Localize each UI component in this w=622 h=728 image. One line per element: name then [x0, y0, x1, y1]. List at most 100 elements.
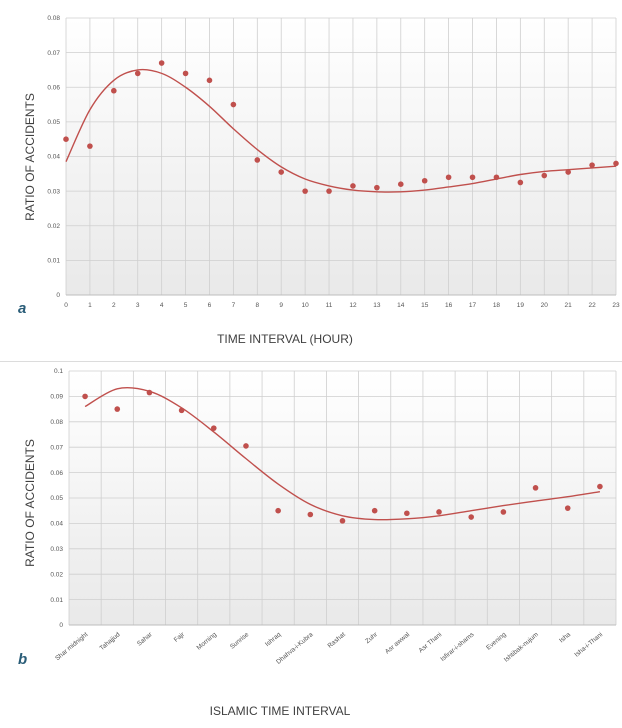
data-point — [436, 509, 442, 515]
x-tick-label: 5 — [184, 302, 188, 309]
chart-panel-b: 0 0.01 0.02 0.03 0.04 0.05 0.06 0.07 0.08 0.09 0.1… — [0, 362, 622, 723]
x-tick-label: 0 — [64, 302, 68, 309]
x-tick-label: Evening — [485, 631, 508, 652]
y-tick-label: 0.07 — [50, 444, 63, 451]
x-tick-label: 12 — [349, 302, 357, 309]
y-tick-label: 0.07 — [47, 50, 60, 57]
data-point — [374, 184, 380, 191]
data-point — [82, 393, 88, 400]
data-point — [63, 136, 69, 142]
data-point — [469, 174, 476, 181]
chart-panel-a: 0 0.01 0.02 0.03 0.04 0.05 0.06 0.07 0.08 0 1 2 3 4 5 6… — [0, 0, 622, 362]
data-point — [339, 518, 346, 524]
x-tick-label: Isfirar-i-shams — [439, 631, 476, 663]
data-point — [565, 169, 571, 175]
y-axis-title: RATIO OF ACCIDENTS — [23, 439, 37, 567]
x-tick-label: 18 — [493, 302, 501, 309]
chart-b-svg: 0 0.01 0.02 0.03 0.04 0.05 0.06 0.07 0.08 0.09 0.1… — [18, 368, 617, 718]
y-tick-label: 0.04 — [47, 154, 60, 161]
x-tick-label: 22 — [588, 302, 596, 309]
x-tick-label: 17 — [469, 302, 477, 309]
data-point — [230, 101, 237, 108]
x-tick-label: Fajr — [173, 631, 187, 644]
panel-label: a — [18, 300, 26, 317]
data-point — [350, 183, 356, 189]
x-tick-label: 1 — [88, 302, 92, 309]
x-tick-label: Sunrise — [229, 631, 251, 651]
x-tick-label: Sahar — [136, 631, 154, 648]
y-tick-label: 0.06 — [50, 470, 63, 477]
data-point — [564, 505, 571, 511]
data-point — [541, 172, 548, 179]
x-tick-label: 13 — [373, 302, 381, 309]
data-point — [275, 507, 281, 514]
data-point — [597, 483, 603, 490]
x-tick-label: Ishraq — [264, 631, 283, 648]
data-point — [210, 425, 217, 431]
y-tick-label: 0.04 — [50, 521, 63, 528]
x-tick-label: Isha — [558, 631, 572, 645]
y-tick-label: 0.01 — [50, 597, 63, 604]
y-tick-label: 0.08 — [47, 15, 60, 22]
data-point — [532, 485, 539, 491]
x-tick-label: 10 — [302, 302, 310, 309]
y-tick-label: 0.03 — [50, 546, 63, 553]
data-point — [254, 157, 261, 163]
y-tick-label: 0 — [59, 622, 63, 629]
data-point — [468, 514, 475, 520]
x-tick-label: 7 — [232, 302, 236, 309]
data-point — [146, 389, 153, 396]
y-tick-label: 0.05 — [47, 119, 60, 126]
x-tick-label: Zuhr — [364, 631, 379, 645]
x-tick-label: Asr awwal — [384, 631, 412, 656]
data-point — [178, 407, 185, 414]
y-tick-label: 0.03 — [47, 188, 60, 195]
panel-divider — [0, 361, 622, 362]
y-tick-label: 0 — [56, 292, 60, 299]
x-tick-label: 20 — [541, 302, 549, 309]
data-point — [404, 510, 410, 517]
y-tick-label: 0.08 — [50, 419, 63, 426]
data-point — [87, 143, 93, 149]
x-tick-label: 2 — [112, 302, 116, 309]
trendline — [65, 68, 617, 193]
data-point — [302, 188, 308, 194]
y-tick-label: 0.09 — [50, 394, 63, 401]
y-tick-label: 0.06 — [47, 84, 60, 91]
y-tick-label: 0.01 — [47, 258, 60, 265]
chart-a-svg: 00.010.020.030.040.050.060.070.080 1 2 3 4 5 6… — [18, 15, 620, 346]
x-tick-label: Ishtibak-nujum — [503, 631, 540, 664]
data-point — [421, 177, 428, 184]
data-point — [278, 169, 285, 175]
data-point — [158, 60, 165, 66]
panel-label: b — [18, 651, 27, 668]
x-tick-label: Asr Thani — [418, 631, 444, 654]
x-tick-label: 14 — [397, 302, 405, 309]
y-tick-label: 0.02 — [47, 223, 60, 230]
y-tick-label: 0.1 — [54, 368, 63, 375]
x-tick-label: 15 — [421, 302, 429, 309]
data-point — [134, 70, 141, 77]
x-tick-label: 23 — [612, 302, 620, 309]
x-axis-title: ISLAMIC TIME INTERVAL — [210, 704, 351, 718]
data-point — [397, 181, 404, 187]
x-tick-label: 16 — [445, 302, 453, 309]
x-tick-label: 8 — [255, 302, 259, 309]
x-tick-label: 19 — [517, 302, 525, 309]
trendline — [84, 386, 601, 521]
data-point — [111, 87, 117, 94]
data-point — [206, 77, 213, 84]
x-tick-label: 6 — [208, 302, 212, 309]
data-point — [613, 160, 619, 167]
x-axis-title: TIME INTERVAL (HOUR) — [217, 332, 353, 346]
x-tick-label: Rashat — [326, 631, 346, 650]
y-tick-label: 0.05 — [50, 495, 63, 502]
x-tick-label: 9 — [279, 302, 283, 309]
data-point — [243, 443, 249, 449]
x-tick-label: 4 — [160, 302, 164, 309]
data-point — [182, 70, 189, 77]
x-tick-label: Isha-i-Thani — [573, 631, 604, 658]
x-tick-label: 21 — [565, 302, 573, 309]
x-tick-label: Morning — [196, 631, 219, 652]
data-point — [307, 511, 314, 518]
